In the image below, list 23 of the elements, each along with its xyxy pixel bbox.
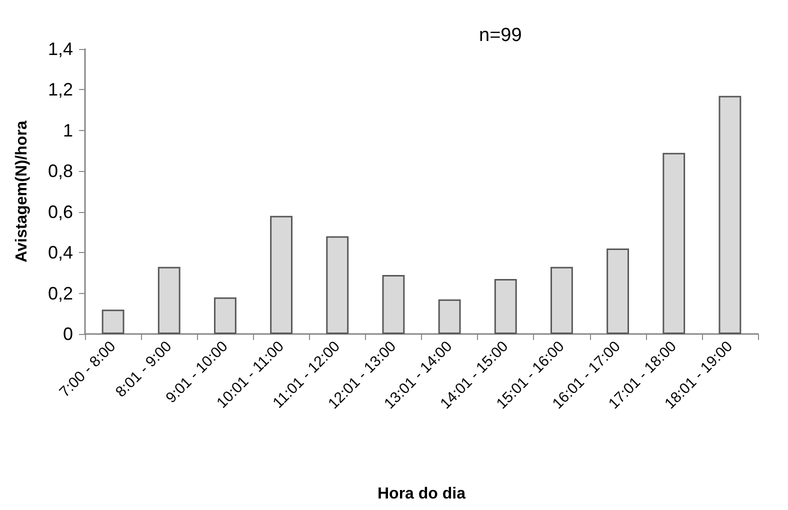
bar <box>382 274 405 334</box>
bar <box>214 297 236 334</box>
bar <box>438 299 461 334</box>
bar <box>662 152 686 334</box>
bar <box>270 216 293 334</box>
y-tick-label: 1,2 <box>48 80 73 100</box>
y-tick-label: 0 <box>62 324 73 344</box>
bar <box>326 236 349 334</box>
y-tick-label: 0,6 <box>48 202 73 222</box>
bar <box>158 266 180 334</box>
y-tick-label: 0,2 <box>48 283 73 304</box>
y-tick-label: 0,8 <box>48 161 73 182</box>
bar <box>718 96 742 334</box>
y-tick-label: 1 <box>62 120 73 140</box>
bar <box>550 266 573 334</box>
bar <box>606 248 630 334</box>
y-axis-title: Avistagem(N)/hora <box>14 120 30 262</box>
bar <box>494 279 517 334</box>
x-axis-title: Hora do dia <box>377 486 466 502</box>
text: n=99 <box>479 25 522 46</box>
y-tick-label: 1,4 <box>48 39 73 59</box>
bar <box>102 310 124 334</box>
y-tick-label: 0,4 <box>48 242 73 263</box>
